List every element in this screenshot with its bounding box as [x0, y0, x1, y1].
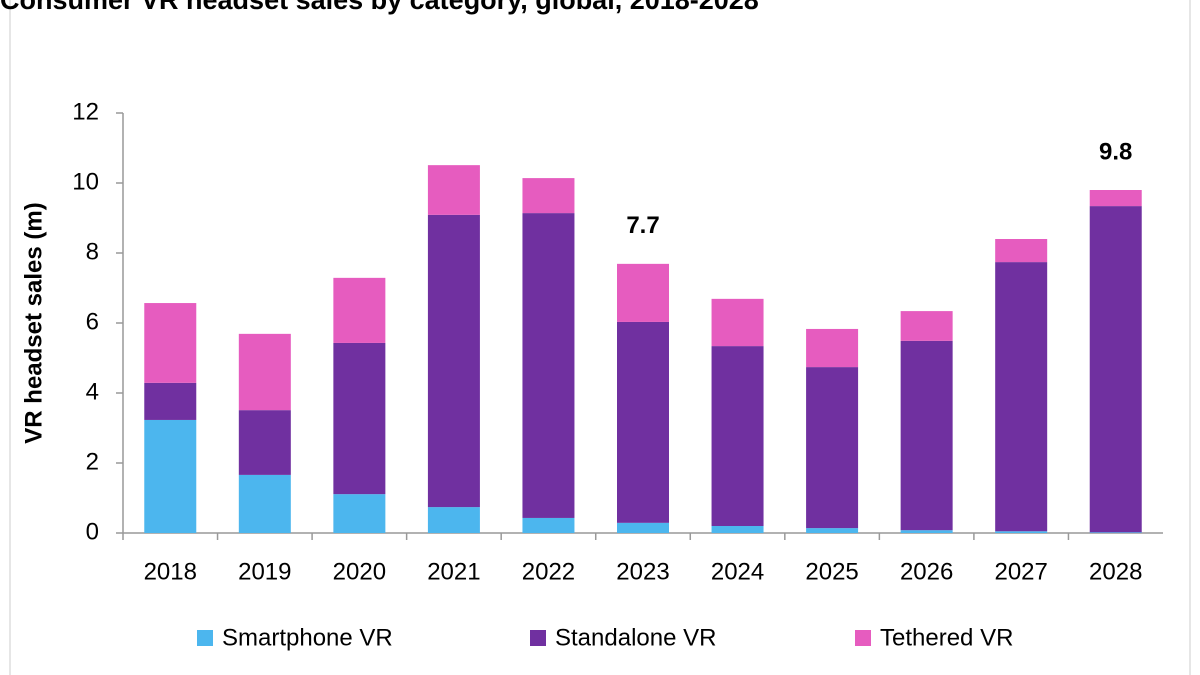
- bar-segment: [522, 517, 575, 533]
- bar-segment: [144, 303, 197, 383]
- bar-segment: [900, 340, 953, 531]
- y-tick-label: 2: [86, 448, 99, 475]
- bar-segment: [427, 165, 480, 215]
- bar-segment: [995, 531, 1048, 533]
- total-label: 7.7: [626, 212, 659, 239]
- bar-segment: [995, 262, 1048, 532]
- y-tick-label: 6: [86, 308, 99, 335]
- frame: [9, 0, 1191, 675]
- bar-segment: [900, 311, 953, 341]
- legend-label: Tethered VR: [880, 624, 1013, 651]
- bar-segment: [238, 410, 291, 475]
- bar-segment: [1089, 206, 1142, 533]
- bar-segment: [144, 419, 197, 533]
- bar-segment: [333, 342, 386, 495]
- x-tick-label: 2020: [333, 558, 386, 585]
- bar-segment: [806, 367, 859, 529]
- bar-segment: [806, 528, 859, 533]
- y-tick-label: 0: [86, 518, 99, 545]
- x-tick-label: 2023: [616, 558, 669, 585]
- bar-segment: [333, 494, 386, 533]
- bar-segment: [522, 213, 575, 518]
- x-tick-label: 2024: [711, 558, 764, 585]
- x-tick-label: 2018: [144, 558, 197, 585]
- x-tick-label: 2022: [522, 558, 575, 585]
- x-tick-label: 2025: [805, 558, 858, 585]
- y-tick-label: 10: [72, 168, 99, 195]
- bar-segment: [427, 214, 480, 508]
- legend-swatch: [855, 630, 871, 646]
- bar-segment: [427, 507, 480, 533]
- legend-swatch: [530, 630, 546, 646]
- bar-segment: [711, 526, 764, 533]
- bar-segment: [617, 522, 669, 533]
- bar-segment: [238, 474, 291, 533]
- legend-label: Smartphone VR: [222, 624, 393, 651]
- bar-segment: [617, 263, 669, 322]
- bar-segment: [711, 298, 764, 347]
- y-tick-label: 8: [86, 238, 99, 265]
- y-tick-label: 12: [72, 98, 99, 125]
- bar-segment: [806, 328, 859, 368]
- x-tick-label: 2021: [427, 558, 480, 585]
- x-tick-label: 2026: [900, 558, 953, 585]
- bar-segment: [1089, 190, 1142, 207]
- bar-segment: [144, 382, 197, 420]
- x-tick-label: 2028: [1089, 558, 1142, 585]
- chart-title: Consumer VR headset sales by category, g…: [0, 0, 759, 15]
- bar-segment: [238, 333, 291, 411]
- y-axis-label: VR headset sales (m): [20, 202, 47, 443]
- bar-segment: [1089, 532, 1142, 533]
- bar-segment: [333, 277, 386, 343]
- bar-segment: [617, 321, 669, 523]
- legend-swatch: [197, 630, 213, 646]
- x-tick-label: 2027: [994, 558, 1047, 585]
- x-tick-label: 2019: [238, 558, 291, 585]
- bar-segment: [711, 346, 764, 526]
- legend-label: Standalone VR: [555, 624, 716, 651]
- bar-segment: [900, 530, 953, 533]
- total-label: 9.8: [1099, 138, 1132, 165]
- y-tick-label: 4: [86, 378, 99, 405]
- bar-segment: [995, 239, 1048, 263]
- bar-segment: [522, 178, 575, 214]
